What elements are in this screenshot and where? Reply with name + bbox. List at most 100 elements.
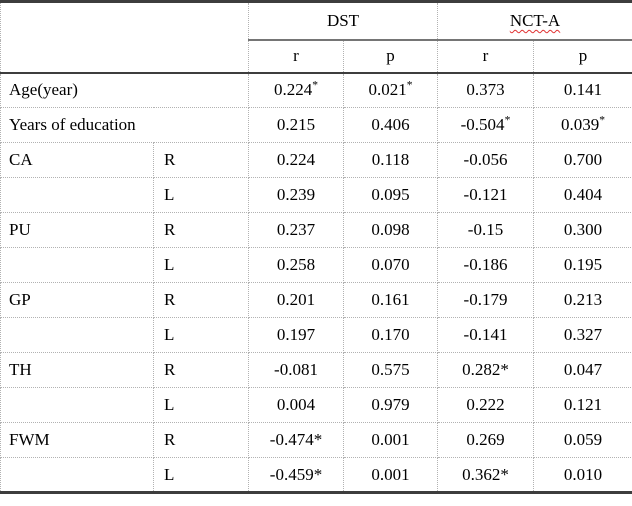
value-cell: 0.269 [437,422,534,458]
significance-asterisk: * [599,113,606,127]
value-cell: 0.170 [343,317,438,353]
value-cell: 0.095 [343,177,438,213]
value-cell: 0.239 [248,177,344,213]
value-cell: -0.141 [437,317,534,353]
value-cell: -0.056 [437,142,534,178]
table-body: Age(year) 0.224* 0.021* 0.373 0.141 Years of … [0,72,632,494]
row-label-cell: FWM [0,422,154,458]
table-row: PU R 0.237 0.098 -0.15 0.300 [0,212,632,248]
subheader-dst-p: p [343,39,438,74]
hemisphere-cell: R [153,352,249,388]
value-cell: -0.504* [437,107,534,143]
hemisphere-cell: R [153,422,249,458]
value-cell: 0.021* [343,72,438,108]
value-cell: -0.15 [437,212,534,248]
value-cell: 0.010 [532,457,632,494]
group-label-ncta: NCT-A [509,10,561,30]
value-cell: 0.070 [343,247,438,283]
row-label-cell: CA [0,142,154,178]
value-cell: 0.362* [437,457,534,494]
value-cell: 0.327 [532,317,632,353]
value-cell: 0.575 [343,352,438,388]
value-cell: 0.979 [343,387,438,423]
value-cell: -0.474* [248,422,344,458]
corner-cell [0,0,249,74]
value-cell: -0.459* [248,457,344,494]
value-cell: 0.373 [437,72,534,108]
row-label-cell: Years of education [0,107,249,143]
table-row: CA R 0.224 0.118 -0.056 0.700 [0,142,632,178]
row-label-cell: TH [0,352,154,388]
significance-asterisk: * [312,78,319,92]
value-cell: 0.195 [532,247,632,283]
significance-asterisk: * [406,78,413,92]
hemisphere-cell: L [153,387,249,423]
subheader-ncta-r: r [437,39,534,74]
value-cell: 0.047 [532,352,632,388]
hemisphere-cell: R [153,142,249,178]
table-row: Age(year) 0.224* 0.021* 0.373 0.141 [0,72,632,108]
table-row: L 0.239 0.095 -0.121 0.404 [0,177,632,213]
value-cell: 0.215 [248,107,344,143]
value-cell: 0.237 [248,212,344,248]
value-cell: 0.121 [532,387,632,423]
value-cell: 0.404 [532,177,632,213]
value-cell: 0.004 [248,387,344,423]
value-cell: 0.197 [248,317,344,353]
hemisphere-cell: R [153,282,249,318]
table-row: GP R 0.201 0.161 -0.179 0.213 [0,282,632,318]
row-label-cell [0,247,154,283]
value-cell: 0.201 [248,282,344,318]
value-cell: -0.121 [437,177,534,213]
value-cell: 0.141 [532,72,632,108]
hemisphere-cell: L [153,247,249,283]
value-cell: 0.118 [343,142,438,178]
value-cell: 0.224* [248,72,344,108]
value-cell: 0.282* [437,352,534,388]
row-label-cell: GP [0,282,154,318]
table-row: L -0.459* 0.001 0.362* 0.010 [0,457,632,494]
table-header: DST NCT-A r p r p [0,0,632,74]
row-label-cell: Age(year) [0,72,249,108]
table-row: TH R -0.081 0.575 0.282* 0.047 [0,352,632,388]
value-cell: 0.224 [248,142,344,178]
group-header-ncta: NCT-A [436,0,632,41]
value-cell: 0.001 [343,457,438,494]
value-cell: -0.179 [437,282,534,318]
value-cell: 0.161 [343,282,438,318]
value-cell: -0.081 [248,352,344,388]
value-cell: 0.300 [532,212,632,248]
table-row: FWM R -0.474* 0.001 0.269 0.059 [0,422,632,458]
value-cell: 0.001 [343,422,438,458]
value-cell: 0.098 [343,212,438,248]
row-label-cell [0,177,154,213]
group-header-row: DST NCT-A [0,0,632,74]
correlation-table: DST NCT-A r p r p Age(year) 0.224* 0.021* 0… [0,0,632,494]
row-label-cell [0,457,154,494]
value-cell: 0.039* [532,107,632,143]
value-cell: 0.059 [532,422,632,458]
row-label-cell [0,317,154,353]
table-row: Years of education 0.215 0.406 -0.504* 0.039… [0,107,632,143]
value-cell: 0.222 [437,387,534,423]
group-header-dst: DST [248,0,438,41]
table-row: L 0.004 0.979 0.222 0.121 [0,387,632,423]
subheader-dst-r: r [248,39,344,74]
hemisphere-cell: L [153,177,249,213]
hemisphere-cell: L [153,457,249,494]
table-row: L 0.258 0.070 -0.186 0.195 [0,247,632,283]
value-cell: 0.700 [532,142,632,178]
value-cell: -0.186 [437,247,534,283]
row-label-cell [0,387,154,423]
hemisphere-cell: R [153,212,249,248]
significance-asterisk: * [504,113,511,127]
table-row: L 0.197 0.170 -0.141 0.327 [0,317,632,353]
value-cell: 0.258 [248,247,344,283]
group-label-dst: DST [326,10,360,30]
value-cell: 0.406 [343,107,438,143]
hemisphere-cell: L [153,317,249,353]
value-cell: 0.213 [532,282,632,318]
sub-header-row: r p r p [1,39,632,74]
subheader-ncta-p: p [532,39,632,74]
